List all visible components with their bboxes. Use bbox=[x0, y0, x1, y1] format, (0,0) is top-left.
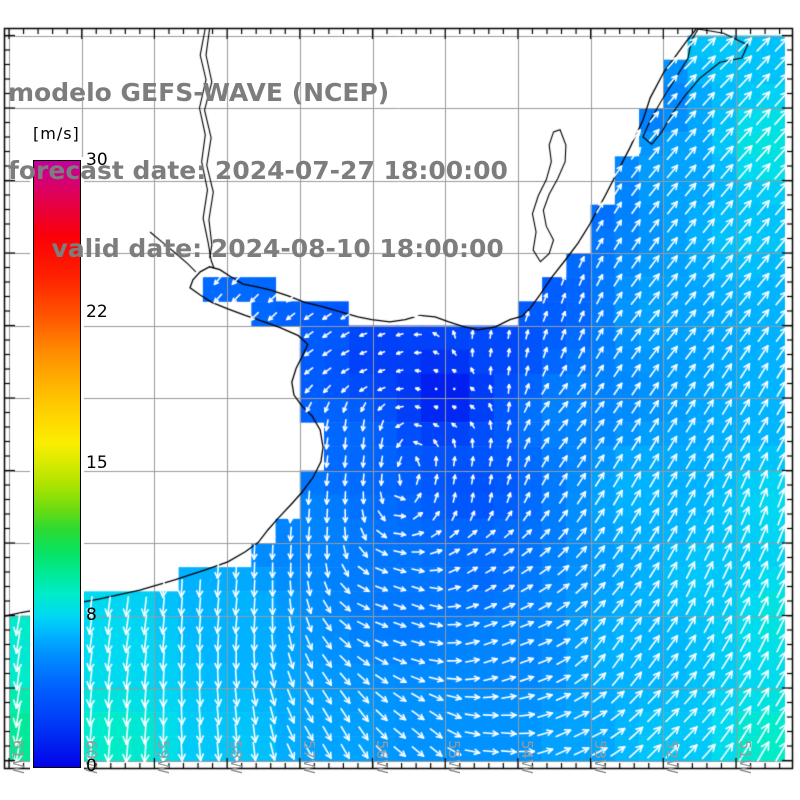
colorbar-tick-label-22: 22 bbox=[86, 301, 108, 322]
lon-label-56W: 56W bbox=[372, 740, 391, 774]
lon-label-58W: 58W bbox=[227, 740, 246, 774]
lon-label-61W: 61W bbox=[9, 740, 27, 774]
colorbar-tick-label-8: 8 bbox=[86, 604, 97, 625]
title-valid-date: valid date: 2024-08-10 18:00:00 bbox=[8, 234, 504, 263]
title-block: modelo GEFS-WAVE (NCEP) forecast date: 2… bbox=[8, 28, 508, 314]
colorbar-unit-label: [m/s] bbox=[33, 124, 80, 143]
colorbar-tick-label-15: 15 bbox=[86, 453, 108, 473]
lon-label-53W: 53W bbox=[590, 740, 609, 774]
lon-label-57W: 57W bbox=[299, 740, 318, 774]
colorbar-tick-label-0: 0 bbox=[86, 756, 97, 776]
lon-label-54W: 54W bbox=[517, 740, 536, 774]
lon-label-51W: 51W bbox=[736, 740, 754, 774]
lon-label-55W: 55W bbox=[445, 740, 464, 774]
title-model-line: modelo GEFS-WAVE (NCEP) bbox=[8, 78, 390, 107]
title-forecast-date: forecast date: 2024-07-27 18:00:00 bbox=[8, 156, 508, 185]
colorbar-gradient bbox=[33, 160, 81, 768]
colorbar-tick-label-30: 30 bbox=[86, 150, 108, 170]
lon-label-59W: 59W bbox=[154, 740, 173, 774]
lon-label-52W: 52W bbox=[663, 740, 682, 774]
